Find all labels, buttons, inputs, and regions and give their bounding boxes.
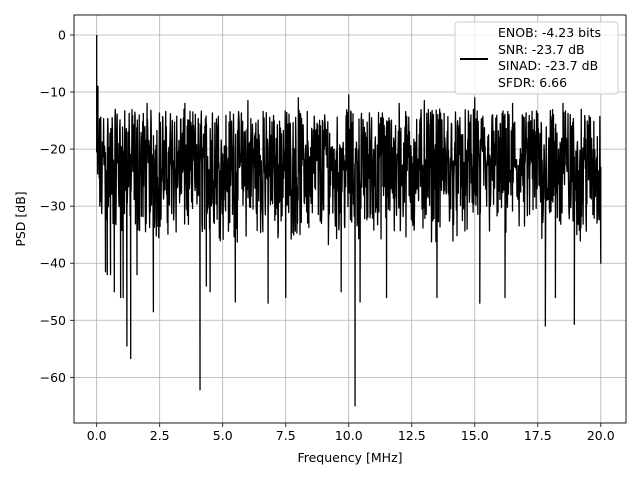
y-tick-label: −10 [40, 85, 66, 100]
y-axis: 0 −10 −20 −30 −40 −50 −60 [40, 27, 74, 385]
y-tick-label: −20 [40, 142, 66, 157]
legend-box [454, 21, 619, 95]
legend-entry-sfdr: SFDR: 6.66 [498, 75, 567, 90]
y-tick-label: −30 [40, 199, 66, 214]
psd-trace [96, 34, 602, 407]
series-layer [96, 34, 602, 407]
y-tick-label: −60 [40, 370, 66, 385]
y-tick-label: −50 [40, 313, 66, 328]
x-tick-label: 10.0 [335, 428, 363, 443]
x-axis-label: Frequency [MHz] [297, 450, 402, 465]
y-axis-label: PSD [dB] [13, 191, 28, 246]
legend: ENOB: -4.23 bits SNR: -23.7 dB SINAD: -2… [454, 21, 619, 95]
x-tick-label: 17.5 [524, 428, 552, 443]
x-tick-label: 15.0 [461, 428, 489, 443]
x-tick-label: 7.5 [276, 428, 296, 443]
y-tick-label: 0 [58, 27, 66, 42]
legend-entry-sinad: SINAD: -23.7 dB [498, 58, 598, 73]
x-tick-label: 20.0 [587, 428, 615, 443]
x-tick-label: 2.5 [150, 428, 170, 443]
x-tick-label: 5.0 [213, 428, 233, 443]
x-tick-label: 12.5 [398, 428, 426, 443]
x-axis: 0.0 2.5 5.0 7.5 10.0 12.5 15.0 17.5 20.0 [87, 423, 615, 443]
plot-frame [73, 14, 627, 424]
y-tick-label: −40 [40, 256, 66, 271]
legend-entry-enob: ENOB: -4.23 bits [498, 25, 601, 40]
x-tick-label: 0.0 [87, 428, 107, 443]
legend-entry-snr: SNR: -23.7 dB [498, 42, 585, 57]
